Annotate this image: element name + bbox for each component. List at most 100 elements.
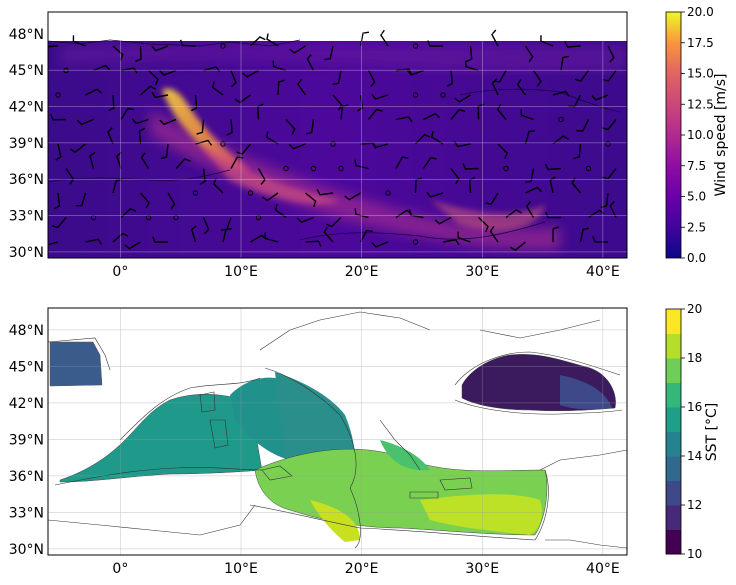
wind-barb <box>51 217 67 229</box>
gridlines <box>48 12 627 258</box>
wind-barb <box>588 209 605 219</box>
wind-barb <box>266 33 279 47</box>
wind-barb <box>359 229 373 243</box>
y-tick-label: 42°N <box>9 100 44 116</box>
wind-barb <box>305 119 315 135</box>
wind-barb <box>296 216 314 224</box>
wind-barb <box>285 119 296 135</box>
wind-barb <box>159 118 177 126</box>
wind-barb <box>332 70 342 85</box>
wind-barb <box>478 216 489 233</box>
wind-barb <box>505 208 522 219</box>
wind-barb <box>466 45 473 63</box>
wind-barb <box>545 211 562 219</box>
wind-barb <box>462 163 479 170</box>
wind-barb <box>468 176 476 194</box>
wind-barb <box>426 191 444 198</box>
calm-marker <box>330 141 336 147</box>
wind-barb <box>175 158 191 169</box>
colorbar-tick-label: 20 <box>687 302 702 316</box>
wind-barb <box>574 70 590 82</box>
wind-barb <box>48 45 59 48</box>
wind-barb <box>406 69 424 76</box>
wind-barb <box>236 143 252 155</box>
wind-barb <box>532 70 542 87</box>
calm-marker <box>310 165 317 172</box>
wind-barb <box>454 94 471 103</box>
wind-barb <box>152 236 169 243</box>
y-tick-label: 33°N <box>9 209 44 225</box>
x-tick-label: 30°E <box>465 264 499 280</box>
colorbar-tick-label: 14 <box>687 449 702 463</box>
wind-barb <box>395 116 413 123</box>
calm-marker <box>503 165 509 172</box>
wind-barb <box>138 127 146 145</box>
wind-barb <box>190 225 197 243</box>
calm-marker <box>385 190 391 196</box>
x-tick-labels: 0° 10°E 20°E 30°E 40°E <box>112 264 619 280</box>
wind-barb <box>234 94 251 104</box>
wind-barb <box>414 177 422 194</box>
colorbar-tick-label: 20.0 <box>687 5 714 19</box>
wind-barb <box>212 178 224 194</box>
coastlines <box>48 311 627 549</box>
wind-barb <box>53 192 61 210</box>
wind-barb <box>367 108 383 120</box>
wind-barb <box>76 118 94 126</box>
colorbar-levels <box>666 309 681 555</box>
calm-marker <box>173 214 179 221</box>
colorbar-level <box>666 382 681 408</box>
wind-barb <box>325 216 342 228</box>
colorbar-ticks: 0.0 2.5 5.0 7.5 10.0 12.5 15.0 17.5 20.0 <box>681 5 714 265</box>
wind-barb <box>120 67 138 74</box>
wind-barb <box>242 69 259 78</box>
x-tick-label: 40°E <box>586 264 620 280</box>
wind-barb <box>571 177 582 194</box>
wind-barb <box>120 107 134 120</box>
colorbar-gradient <box>665 11 682 259</box>
wind-barb <box>423 112 441 121</box>
wind-barb <box>108 94 115 112</box>
map-frame <box>47 11 628 259</box>
wind-barb <box>434 216 452 225</box>
wind-barb <box>131 118 149 125</box>
wind-barb <box>124 241 141 250</box>
wind-barb <box>457 231 471 243</box>
wind-barb <box>524 45 534 63</box>
colorbar-level <box>666 505 681 530</box>
y-tick-labels: 30°N 33°N 36°N 39°N 42°N 45°N 48°N <box>9 27 44 261</box>
wind-barb <box>93 64 111 72</box>
wind-barb <box>289 45 306 54</box>
calm-marker <box>220 43 226 49</box>
wind-barb <box>112 232 129 243</box>
wind-barb <box>493 70 507 83</box>
calm-marker <box>220 141 226 147</box>
wind-barb <box>167 192 176 210</box>
wind-barb <box>520 109 534 121</box>
wind-barb <box>75 192 87 207</box>
x-tick-label: 30°E <box>465 561 499 577</box>
wind-barb <box>427 40 444 47</box>
wind-barb <box>323 226 334 243</box>
y-tick-labels: 30°N 33°N 36°N 39°N 42°N 45°N 48°N <box>9 323 44 558</box>
wind-field <box>48 41 627 258</box>
wind-barb <box>485 192 499 205</box>
wind-barb <box>525 186 543 194</box>
x-tick-label: 20°E <box>345 561 379 577</box>
calm-marker <box>440 92 446 98</box>
wind-barb <box>592 235 609 243</box>
colorbar-tick-label: 10.0 <box>687 128 714 142</box>
wind-barb <box>266 131 279 145</box>
calm-marker <box>255 214 262 221</box>
colorbar-tick-label: 10 <box>687 547 702 561</box>
wind-barb <box>357 94 364 112</box>
x-tick-label: 10°E <box>224 561 258 577</box>
wind-barb <box>496 103 507 120</box>
calm-marker <box>338 165 344 172</box>
wind-barb <box>139 192 150 209</box>
wind-barb <box>344 192 361 201</box>
x-tick-label: 0° <box>112 264 128 280</box>
wind-barb <box>524 130 536 145</box>
wind-barb <box>464 60 479 72</box>
calm-marker <box>558 116 564 123</box>
